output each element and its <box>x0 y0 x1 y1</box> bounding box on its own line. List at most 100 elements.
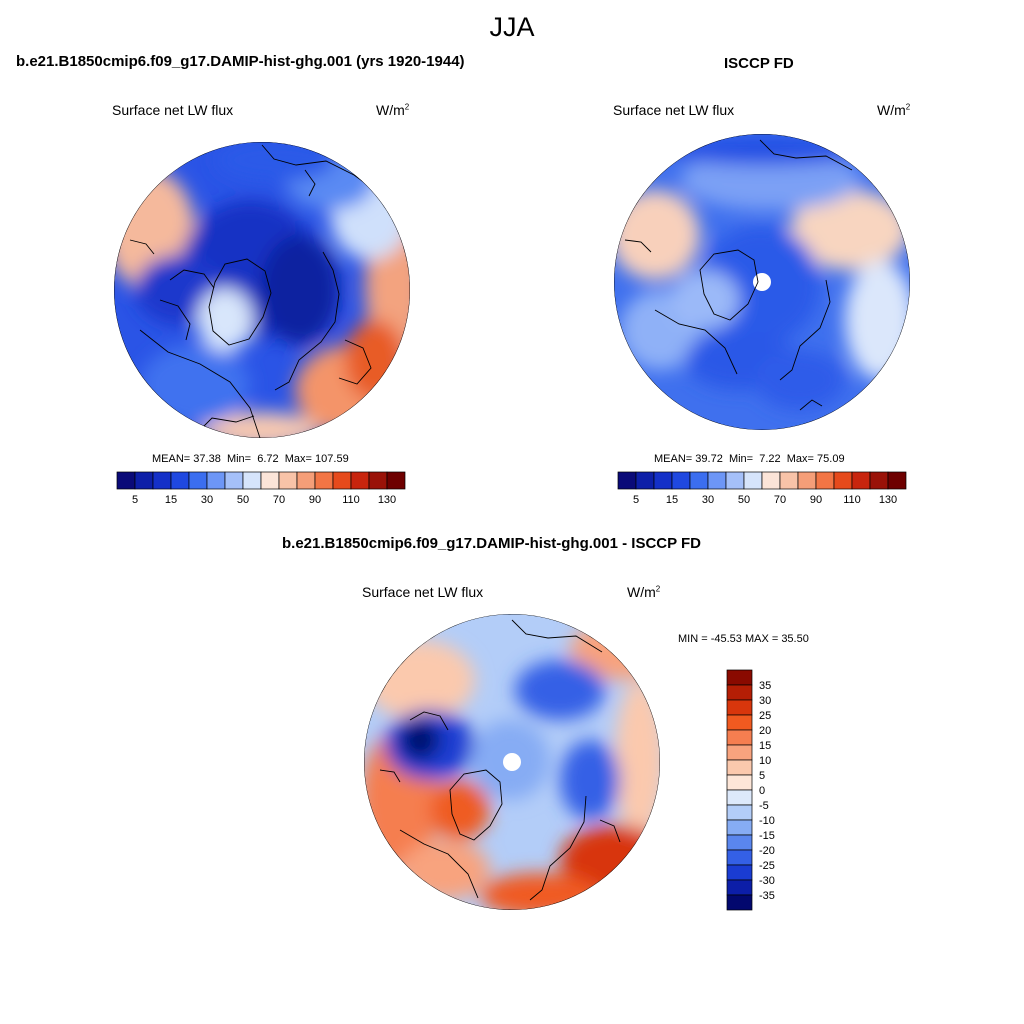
panel-2-units: W/m2 <box>877 102 911 118</box>
panel-3-title: b.e21.B1850cmip6.f09_g17.DAMIP-hist-ghg.… <box>282 535 702 552</box>
colorbar-3-swatch <box>726 879 753 896</box>
colorbar-1-swatch <box>242 471 262 490</box>
colorbar-1-swatch <box>314 471 334 490</box>
colorbar-1-swatch <box>386 471 406 490</box>
panel-3-units: W/m2 <box>627 584 661 600</box>
colorbar-2-swatch <box>689 471 709 490</box>
colorbar-2-tick-label: 30 <box>702 494 714 506</box>
colorbar-3-swatch <box>726 744 753 761</box>
panel-1-max: 107.59 <box>315 453 349 465</box>
colorbar-2-swatch <box>707 471 727 490</box>
colorbar-1-swatch <box>170 471 190 490</box>
colorbar-3-tick-label: 20 <box>759 725 771 737</box>
panel-1-mean: 37.38 <box>193 453 221 465</box>
colorbar-3-tick-label: -30 <box>759 875 775 887</box>
colorbar-3-tick-label: -20 <box>759 845 775 857</box>
colorbar-1-swatch <box>260 471 280 490</box>
panel-1-title: b.e21.B1850cmip6.f09_g17.DAMIP-hist-ghg.… <box>16 53 465 70</box>
colorbar-2-tick-label: 5 <box>633 494 639 506</box>
panel-2-mean: 39.72 <box>695 453 723 465</box>
map-3-difference <box>364 614 660 910</box>
colorbar-2-swatch <box>851 471 871 490</box>
map-1-model <box>114 142 410 438</box>
colorbar-2-tick-label: 110 <box>843 494 861 506</box>
panel-1-units: W/m2 <box>376 102 410 118</box>
colorbar-1-tick-label: 90 <box>309 494 321 506</box>
colorbar-1: 5 15 30 50 70 90 110 130 <box>116 471 406 506</box>
colorbar-3-swatch <box>726 804 753 821</box>
colorbar-2-swatch <box>887 471 907 490</box>
colorbar-1-swatch <box>368 471 388 490</box>
colorbar-3-tick-label: 5 <box>759 770 765 782</box>
panel-1-stats: MEAN= 37.38 Min= 6.72 Max= 107.59 <box>152 453 349 465</box>
map-3-pole-missing <box>503 753 521 771</box>
colorbar-3-tick-label: 0 <box>759 785 765 797</box>
colorbar-2-tick-label: 50 <box>738 494 750 506</box>
colorbar-3-swatch <box>726 699 753 716</box>
colorbar-2-swatch <box>797 471 817 490</box>
colorbar-2-swatch <box>653 471 673 490</box>
colorbar-1-tick-label: 30 <box>201 494 213 506</box>
colorbar-3-swatch <box>726 714 753 731</box>
colorbar-2-swatch <box>635 471 655 490</box>
colorbar-1-swatch <box>350 471 370 490</box>
colorbar-1-tick-label: 110 <box>342 494 360 506</box>
colorbar-2-tick-label: 90 <box>810 494 822 506</box>
colorbar-1-swatch <box>116 471 136 490</box>
colorbar-2-swatch <box>671 471 691 490</box>
colorbar-2-swatch <box>725 471 745 490</box>
colorbar-2-swatch <box>761 471 781 490</box>
colorbar-1-swatch <box>296 471 316 490</box>
colorbar-3-swatch <box>726 894 753 911</box>
colorbar-3-tick-label: 35 <box>759 680 771 692</box>
colorbar-3-swatch <box>726 864 753 881</box>
colorbar-3-tick-label: -25 <box>759 860 775 872</box>
colorbar-2-tick-label: 70 <box>774 494 786 506</box>
colorbar-2-swatch <box>743 471 763 490</box>
colorbar-1-tick-label: 5 <box>132 494 138 506</box>
colorbar-2-swatch <box>779 471 799 490</box>
colorbar-1-tick-label: 70 <box>273 494 285 506</box>
season-title: JJA <box>489 12 535 42</box>
colorbar-2-tick-label: 130 <box>879 494 897 506</box>
colorbar-1-swatch <box>206 471 226 490</box>
panel-2-min: 7.22 <box>759 453 781 465</box>
colorbar-3-swatch <box>726 834 753 851</box>
colorbar-1-swatch <box>332 471 352 490</box>
colorbar-3-swatch <box>726 789 753 806</box>
map-2-isccp <box>614 134 910 430</box>
colorbar-1-tick-label: 130 <box>378 494 396 506</box>
panel-3-minmax: MIN = -45.53 MAX = 35.50 <box>678 633 809 645</box>
panel-2-title: ISCCP FD <box>724 55 794 72</box>
colorbar-3-swatch <box>726 684 753 701</box>
panel-2-max: 75.09 <box>817 453 845 465</box>
colorbar-2-swatch <box>869 471 889 490</box>
colorbar-3-swatch <box>726 669 753 686</box>
colorbar-3-swatch <box>726 849 753 866</box>
colorbar-1-tick-label: 50 <box>237 494 249 506</box>
panel-2-stats: MEAN= 39.72 Min= 7.22 Max= 75.09 <box>654 453 845 465</box>
panel-1-min: 6.72 <box>257 453 279 465</box>
colorbar-3-tick-label: -15 <box>759 830 775 842</box>
colorbar-3-swatch <box>726 819 753 836</box>
colorbar-3-swatch <box>726 729 753 746</box>
colorbar-1-swatch <box>188 471 208 490</box>
colorbar-3: 35 30 25 20 15 10 5 0 -5 -10 -15 -20 -25 -30 -35 <box>726 669 775 911</box>
colorbar-1-swatch <box>224 471 244 490</box>
colorbar-3-tick-label: 10 <box>759 755 771 767</box>
colorbar-3-tick-label: 30 <box>759 695 771 707</box>
colorbar-3-swatch <box>726 774 753 791</box>
colorbar-2: 5 15 30 50 70 90 110 130 <box>617 471 907 506</box>
colorbar-2-swatch <box>617 471 637 490</box>
colorbar-3-tick-label: -10 <box>759 815 775 827</box>
colorbar-1-tick-label: 15 <box>165 494 177 506</box>
colorbar-1-swatch <box>152 471 172 490</box>
colorbar-2-tick-label: 15 <box>666 494 678 506</box>
colorbar-1-swatch <box>278 471 298 490</box>
panel-3-variable: Surface net LW flux <box>362 584 484 600</box>
map-2-pole-missing <box>753 273 771 291</box>
colorbar-3-tick-label: -35 <box>759 890 775 902</box>
panel-2-variable: Surface net LW flux <box>613 102 735 118</box>
